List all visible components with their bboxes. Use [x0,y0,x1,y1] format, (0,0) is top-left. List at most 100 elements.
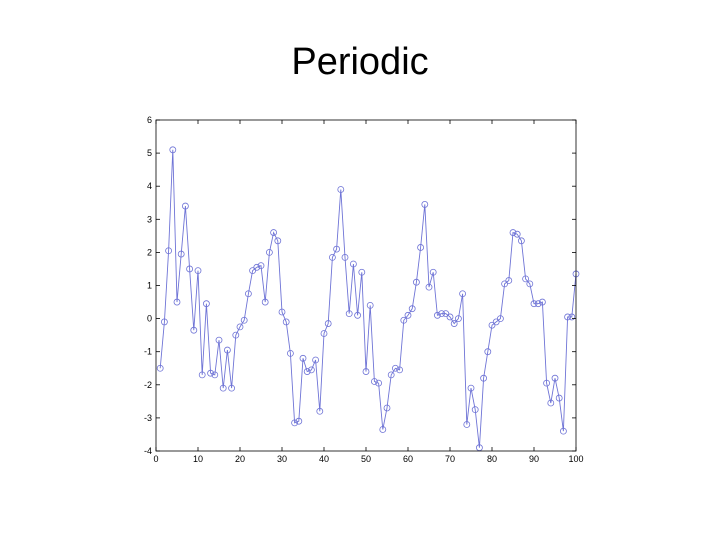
data-point [198,371,206,379]
data-point [543,379,550,387]
data-point [169,146,177,154]
data-point [186,265,194,273]
data-point [404,311,412,319]
data-point [564,313,571,321]
data-point [408,305,416,313]
data-point [244,290,252,298]
data-point [547,399,555,407]
data-point [274,237,282,245]
data-point [354,311,362,319]
data-point [463,421,471,428]
y-tick-label: -2 [144,380,152,390]
data-point [190,326,198,334]
data-point [194,267,202,275]
data-point [228,384,236,392]
data-point [316,407,324,415]
data-point [165,247,173,255]
data-point [488,321,496,329]
y-tick-label: -4 [144,446,152,456]
data-point [177,250,185,258]
data-point [551,374,559,382]
data-point [223,346,231,354]
data-point [459,290,467,298]
x-tick-label: 90 [529,454,539,464]
data-point [370,378,378,385]
data-point [270,229,278,236]
data-point [429,268,437,276]
data-point [400,316,408,324]
data-point [295,417,303,425]
data-point [324,320,332,327]
data-point [467,384,475,392]
data-point [202,300,210,308]
y-tick-label: -3 [144,413,152,423]
x-tick-label: 70 [445,454,455,464]
data-point [282,318,290,326]
data-point [379,426,387,433]
x-tick-label: 20 [235,454,245,464]
axes: 0 10 20 30 40 50 60 70 80 90 100 -4 -3 -2 -1 0 1 2 3 4 5 6 [144,115,584,464]
y-tick-label: 4 [147,181,152,191]
data-point [173,298,181,306]
data-point [383,404,391,412]
data-point [303,368,311,375]
data-point [534,300,542,308]
data-point [333,245,341,253]
data-point [433,311,441,319]
y-tick-label: 1 [147,281,152,291]
data-point [425,283,433,291]
data-point [526,280,534,288]
x-tick-label: 100 [568,454,583,464]
data-point [341,253,349,261]
data-point [568,313,576,321]
data-point [337,186,345,193]
y-tick-label: 5 [147,148,152,158]
data-point [496,315,504,323]
data-point [438,310,446,318]
data-point [278,308,286,316]
data-point [215,336,223,344]
data-point [366,301,374,309]
data-point [375,379,383,387]
x-tick-label: 10 [193,454,203,464]
data-point [391,364,399,372]
data-point [207,369,215,377]
data-point [156,364,164,372]
y-tick-label: 3 [147,214,152,224]
x-tick-label: 80 [487,454,497,464]
data-point [257,262,265,270]
data-point [265,248,273,256]
data-point [249,267,257,275]
data-point [396,366,404,374]
data-point [261,298,269,306]
data-point [345,310,353,318]
data-point [349,260,357,268]
data-point [518,237,525,245]
data-point [328,253,336,261]
data-point [509,229,517,236]
data-point [286,349,294,357]
data-point [387,371,395,379]
plot-area [156,146,580,452]
y-tick-label: 6 [147,115,152,125]
data-point [362,368,370,375]
x-tick-label: 40 [319,454,329,464]
data-point [417,244,425,251]
x-tick-label: 30 [277,454,287,464]
data-point [513,230,521,238]
data-point [253,263,261,271]
y-tick-label: 0 [147,314,152,324]
data-point [450,320,458,327]
data-point [299,354,307,362]
data-point [505,277,513,284]
data-point [232,331,240,339]
data-point [312,356,320,364]
data-point [471,406,479,414]
data-point [492,318,500,326]
data-point [236,323,244,331]
y-tick-label: 2 [147,247,152,257]
data-point [555,394,563,402]
slide-title: Periodic [291,41,429,83]
data-point [219,384,227,392]
